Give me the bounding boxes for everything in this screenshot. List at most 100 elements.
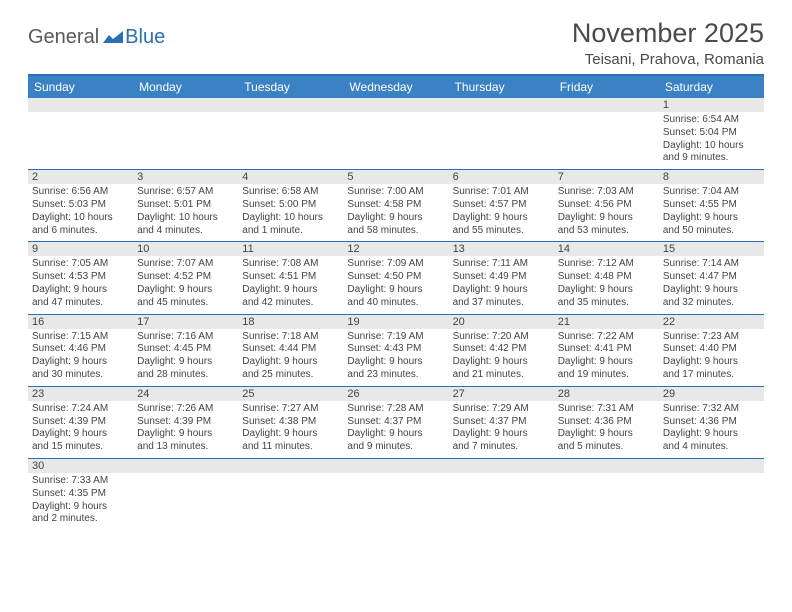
header: General Blue November 2025 Teisani, Prah…	[28, 18, 764, 68]
title-block: November 2025 Teisani, Prahova, Romania	[572, 18, 764, 68]
day-number: 24	[133, 387, 238, 401]
day-number: 29	[659, 387, 764, 401]
day-info: Sunrise: 7:24 AMSunset: 4:39 PMDaylight:…	[32, 403, 129, 454]
day-number: 21	[554, 315, 659, 329]
day-info: Sunrise: 7:15 AMSunset: 4:46 PMDaylight:…	[32, 331, 129, 382]
day-number: 8	[659, 170, 764, 184]
day-cell: Sunrise: 7:00 AMSunset: 4:58 PMDaylight:…	[343, 184, 448, 241]
day-info: Sunrise: 6:58 AMSunset: 5:00 PMDaylight:…	[242, 186, 339, 237]
week-num-row: 1	[28, 98, 764, 112]
day-cell: Sunrise: 7:03 AMSunset: 4:56 PMDaylight:…	[554, 184, 659, 241]
day-number: 23	[28, 387, 133, 401]
day-info: Sunrise: 7:19 AMSunset: 4:43 PMDaylight:…	[347, 331, 444, 382]
day-number: 26	[343, 387, 448, 401]
weeks-container: 1 Sunrise: 6:54 AMSunset: 5:04 PMDaylight…	[28, 98, 764, 530]
day-number: 10	[133, 242, 238, 256]
day-cell: Sunrise: 7:31 AMSunset: 4:36 PMDaylight:…	[554, 401, 659, 458]
day-number: 3	[133, 170, 238, 184]
day-number	[133, 98, 238, 112]
day-header: Wednesday	[343, 76, 448, 98]
day-number	[659, 459, 764, 473]
week-data-row: Sunrise: 6:56 AMSunset: 5:03 PMDaylight:…	[28, 184, 764, 241]
week-data-row: Sunrise: 7:05 AMSunset: 4:53 PMDaylight:…	[28, 256, 764, 313]
day-number: 9	[28, 242, 133, 256]
day-info: Sunrise: 7:31 AMSunset: 4:36 PMDaylight:…	[558, 403, 655, 454]
day-number: 20	[449, 315, 554, 329]
day-cell	[449, 473, 554, 530]
day-info: Sunrise: 7:20 AMSunset: 4:42 PMDaylight:…	[453, 331, 550, 382]
day-info: Sunrise: 7:01 AMSunset: 4:57 PMDaylight:…	[453, 186, 550, 237]
day-cell: Sunrise: 7:23 AMSunset: 4:40 PMDaylight:…	[659, 329, 764, 386]
day-cell: Sunrise: 7:16 AMSunset: 4:45 PMDaylight:…	[133, 329, 238, 386]
day-info: Sunrise: 7:22 AMSunset: 4:41 PMDaylight:…	[558, 331, 655, 382]
day-number	[449, 459, 554, 473]
day-number	[343, 98, 448, 112]
day-info: Sunrise: 7:29 AMSunset: 4:37 PMDaylight:…	[453, 403, 550, 454]
day-cell: Sunrise: 7:19 AMSunset: 4:43 PMDaylight:…	[343, 329, 448, 386]
day-cell: Sunrise: 7:08 AMSunset: 4:51 PMDaylight:…	[238, 256, 343, 313]
day-number: 1	[659, 98, 764, 112]
day-number: 14	[554, 242, 659, 256]
day-cell	[554, 473, 659, 530]
day-cell: Sunrise: 7:33 AMSunset: 4:35 PMDaylight:…	[28, 473, 133, 530]
day-number: 2	[28, 170, 133, 184]
day-cell: Sunrise: 6:57 AMSunset: 5:01 PMDaylight:…	[133, 184, 238, 241]
day-cell: Sunrise: 7:05 AMSunset: 4:53 PMDaylight:…	[28, 256, 133, 313]
month-title: November 2025	[572, 18, 764, 49]
day-header: Thursday	[449, 76, 554, 98]
logo-flag-icon	[103, 31, 123, 45]
day-number: 16	[28, 315, 133, 329]
day-number	[554, 459, 659, 473]
day-info: Sunrise: 7:33 AMSunset: 4:35 PMDaylight:…	[32, 475, 129, 526]
day-info: Sunrise: 7:27 AMSunset: 4:38 PMDaylight:…	[242, 403, 339, 454]
day-cell	[238, 112, 343, 169]
day-cell	[238, 473, 343, 530]
logo-text-general: General	[28, 26, 99, 49]
day-header: Friday	[554, 76, 659, 98]
day-number: 27	[449, 387, 554, 401]
day-cell: Sunrise: 7:09 AMSunset: 4:50 PMDaylight:…	[343, 256, 448, 313]
day-number: 18	[238, 315, 343, 329]
day-info: Sunrise: 6:57 AMSunset: 5:01 PMDaylight:…	[137, 186, 234, 237]
day-headers: Sunday Monday Tuesday Wednesday Thursday…	[28, 76, 764, 98]
day-cell: Sunrise: 7:32 AMSunset: 4:36 PMDaylight:…	[659, 401, 764, 458]
day-cell	[449, 112, 554, 169]
day-info: Sunrise: 7:03 AMSunset: 4:56 PMDaylight:…	[558, 186, 655, 237]
day-cell: Sunrise: 7:15 AMSunset: 4:46 PMDaylight:…	[28, 329, 133, 386]
day-number: 25	[238, 387, 343, 401]
day-cell: Sunrise: 7:12 AMSunset: 4:48 PMDaylight:…	[554, 256, 659, 313]
day-info: Sunrise: 6:54 AMSunset: 5:04 PMDaylight:…	[663, 114, 760, 165]
day-number: 12	[343, 242, 448, 256]
day-number: 19	[343, 315, 448, 329]
day-number: 11	[238, 242, 343, 256]
day-info: Sunrise: 7:16 AMSunset: 4:45 PMDaylight:…	[137, 331, 234, 382]
week-data-row: Sunrise: 7:15 AMSunset: 4:46 PMDaylight:…	[28, 329, 764, 386]
day-cell: Sunrise: 6:58 AMSunset: 5:00 PMDaylight:…	[238, 184, 343, 241]
day-cell	[554, 112, 659, 169]
week-data-row: Sunrise: 6:54 AMSunset: 5:04 PMDaylight:…	[28, 112, 764, 169]
day-cell: Sunrise: 7:22 AMSunset: 4:41 PMDaylight:…	[554, 329, 659, 386]
day-cell: Sunrise: 7:27 AMSunset: 4:38 PMDaylight:…	[238, 401, 343, 458]
day-number	[238, 98, 343, 112]
day-info: Sunrise: 7:14 AMSunset: 4:47 PMDaylight:…	[663, 258, 760, 309]
day-number: 22	[659, 315, 764, 329]
day-cell	[28, 112, 133, 169]
day-info: Sunrise: 7:18 AMSunset: 4:44 PMDaylight:…	[242, 331, 339, 382]
day-cell: Sunrise: 7:07 AMSunset: 4:52 PMDaylight:…	[133, 256, 238, 313]
week-num-row: 9101112131415	[28, 242, 764, 256]
day-info: Sunrise: 7:00 AMSunset: 4:58 PMDaylight:…	[347, 186, 444, 237]
day-number: 17	[133, 315, 238, 329]
day-info: Sunrise: 7:05 AMSunset: 4:53 PMDaylight:…	[32, 258, 129, 309]
day-number: 5	[343, 170, 448, 184]
day-info: Sunrise: 7:26 AMSunset: 4:39 PMDaylight:…	[137, 403, 234, 454]
day-cell: Sunrise: 6:54 AMSunset: 5:04 PMDaylight:…	[659, 112, 764, 169]
day-header: Tuesday	[238, 76, 343, 98]
day-cell	[133, 112, 238, 169]
day-header: Sunday	[28, 76, 133, 98]
day-cell	[343, 112, 448, 169]
day-info: Sunrise: 7:23 AMSunset: 4:40 PMDaylight:…	[663, 331, 760, 382]
day-number	[554, 98, 659, 112]
day-info: Sunrise: 6:56 AMSunset: 5:03 PMDaylight:…	[32, 186, 129, 237]
day-number	[238, 459, 343, 473]
day-info: Sunrise: 7:11 AMSunset: 4:49 PMDaylight:…	[453, 258, 550, 309]
